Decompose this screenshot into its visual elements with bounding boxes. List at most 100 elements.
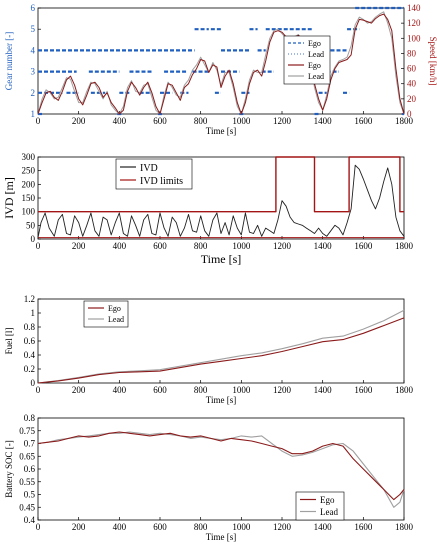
legend-entry: Ego [320, 495, 335, 505]
legend-entry: Lead [320, 507, 338, 517]
legend-box [295, 491, 345, 521]
x-tick-label: 1800 [395, 116, 414, 126]
y-tick-label: 0.8 [24, 322, 36, 332]
x-tick-label: 1000 [232, 241, 251, 251]
y-tick-label: 0.55 [19, 477, 35, 487]
x-tick-label: 600 [153, 522, 167, 532]
x-tick-label: 1200 [273, 116, 292, 126]
y-tick-label: 0 [31, 378, 36, 388]
y-tick-label: 100 [22, 207, 36, 217]
x-tick-label: 1600 [354, 385, 373, 395]
legend-entry: IVD limits [140, 176, 183, 187]
y-tick-label: 0.8 [24, 413, 36, 423]
ivd-upper-limit-line [38, 156, 404, 213]
y-tick-label: 150 [22, 193, 36, 203]
x-tick-label: 800 [194, 116, 208, 126]
y-axis-label: IVD [m] [2, 177, 16, 219]
x-tick-label: 600 [153, 116, 167, 126]
panel-ivd: 0 200 400 600 800 1000 1200 1400 1600 1800 0 50 100 1… [2, 152, 414, 266]
y-tick-label: 0.6 [24, 464, 36, 474]
y-tick-label: 0.7 [24, 439, 36, 449]
y2-tick-label: 140 [407, 3, 421, 13]
y-axis-label: Battery SOC [-] [4, 440, 14, 498]
fuel-lead-line [37, 309, 405, 384]
legend-entry: Lead [308, 50, 324, 59]
x-tick-label: 600 [153, 385, 167, 395]
y-tick-label: 1 [31, 109, 36, 119]
x-tick-label: 400 [113, 385, 127, 395]
plot-frame [37, 7, 405, 115]
y-tick-label: 0.75 [19, 426, 35, 436]
x-tick-label: 0 [36, 241, 41, 251]
legend-entry: IVD [140, 163, 158, 174]
x-tick-label: 200 [72, 385, 86, 395]
y2-tick-label: 40 [407, 79, 417, 89]
x-tick-label: 0 [36, 522, 41, 532]
legend-entry: Lead [108, 315, 124, 324]
legend-entry: Ego [308, 61, 321, 70]
y2-tick-label: 0 [407, 109, 412, 119]
x-tick-label: 1400 [314, 522, 333, 532]
y-tick-label: 2 [31, 88, 36, 98]
x-tick-label: 1000 [232, 522, 251, 532]
x-tick-label: 1400 [314, 241, 333, 251]
plot-frame [37, 417, 405, 521]
y-tick-label: 0.45 [19, 502, 35, 512]
legend-entry: Lead [308, 72, 324, 81]
y-tick-label: 0.65 [19, 451, 35, 461]
y2-tick-label: 20 [407, 94, 417, 104]
y-tick-label: 0.6 [24, 336, 36, 346]
speed-lead-line [37, 11, 405, 115]
y-tick-label: 1.2 [24, 294, 35, 304]
x-axis-label: Time [s] [206, 532, 236, 542]
legend-entry: Ego [308, 39, 321, 48]
y-axis-label: Gear number [-] [4, 32, 14, 90]
x-tick-label: 1200 [273, 385, 292, 395]
y-tick-label: 1 [31, 308, 36, 318]
x-tick-label: 1600 [354, 241, 373, 251]
y-tick-label: 4 [31, 45, 36, 55]
y-tick-label: 0.5 [24, 490, 36, 500]
panel-gear-speed: 0 200 400 600 800 1000 1200 1400 1600 1800123456T… [4, 3, 437, 136]
y-tick-label: 3 [31, 67, 36, 77]
y-tick-label: 250 [22, 166, 36, 176]
speed-ego-line [37, 13, 405, 115]
x-tick-label: 800 [194, 385, 208, 395]
x-tick-label: 200 [72, 116, 86, 126]
x-axis-label: Time [s] [206, 395, 236, 405]
y-axis-label: Fuel [l] [4, 328, 14, 355]
legend-box [115, 158, 193, 190]
x-tick-label: 400 [113, 116, 127, 126]
x-tick-label: 1800 [395, 522, 414, 532]
y2-tick-label: 80 [407, 48, 417, 58]
x-tick-label: 800 [194, 522, 208, 532]
x-tick-label: 200 [72, 241, 86, 251]
y-tick-label: 50 [26, 220, 36, 230]
x-tick-label: 200 [72, 522, 86, 532]
x-tick-label: 1000 [232, 116, 251, 126]
y-tick-label: 300 [22, 152, 36, 162]
x-tick-label: 0 [36, 116, 41, 126]
y-tick-label: 0.2 [24, 364, 35, 374]
y2-axis-label: Speed [km/h] [428, 37, 437, 86]
x-axis-label: Time [s] [206, 126, 236, 136]
x-tick-label: 0 [36, 385, 41, 395]
x-tick-label: 1200 [273, 241, 292, 251]
x-tick-label: 1600 [354, 522, 373, 532]
fuel-ego-line [37, 317, 405, 384]
x-tick-label: 1400 [314, 385, 333, 395]
y-tick-label: 5 [31, 24, 36, 34]
y2-tick-label: 60 [407, 64, 417, 74]
x-tick-label: 1800 [395, 385, 414, 395]
y2-tick-label: 120 [407, 18, 421, 28]
x-tick-label: 400 [113, 241, 127, 251]
x-tick-label: 400 [113, 522, 127, 532]
x-tick-label: 1800 [395, 241, 414, 251]
ivd-line [37, 164, 405, 238]
soc-ego-line [37, 431, 405, 501]
panel-fuel: 0 200 400 600 800 1000 1200 1400 1600 1800 0 0.2 0.4… [4, 294, 414, 405]
soc-lead-line [37, 431, 405, 508]
y2-tick-label: 100 [407, 33, 421, 43]
legend-box [83, 300, 129, 328]
